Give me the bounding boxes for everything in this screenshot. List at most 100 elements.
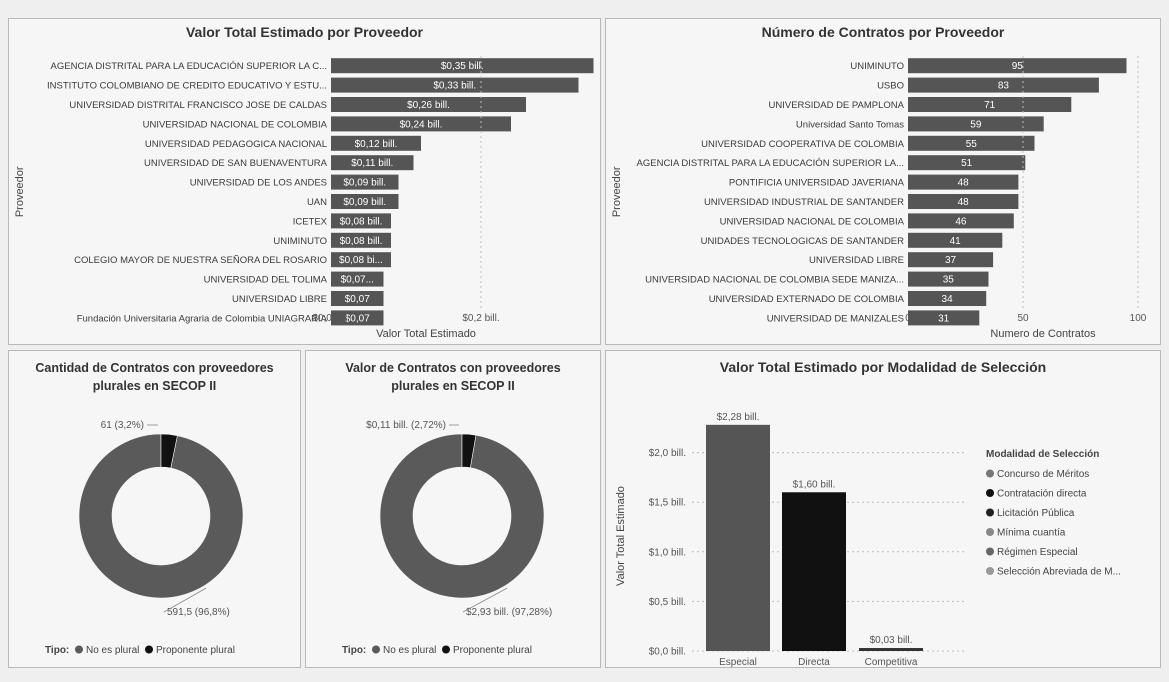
title-line-2: plurales en SECOP II [391,379,515,393]
category-label: UNIVERSIDAD LIBRE [809,255,904,266]
bar [331,213,391,229]
category-label: UNIVERSIDAD DE SAN BUENAVENTURA [144,158,328,169]
category-label: AGENCIA DISTRITAL PARA LA EDUCACIÓN SUPE… [51,61,327,72]
legend-marker [986,489,994,497]
leader-line [462,587,508,613]
x-axis-title: Numero de Contratos [990,328,1096,340]
chart-title-numero-contratos: Número de Contratos por Proveedor [761,24,1005,40]
legend-marker [986,547,994,556]
x-tick-label: 0 [905,313,911,324]
y-tick-label: $0,5 bill. [649,597,686,608]
bar [908,310,980,326]
legend-label: Concurso de Méritos [997,469,1089,480]
legend-marker [372,645,380,654]
bar [331,271,384,287]
data-label: $0,09 bill. [343,197,386,208]
x-tick-label: 100 [1130,313,1147,324]
legend-marker [75,645,83,654]
bar [908,135,1035,151]
legend-marker [986,469,994,478]
category-label: UNIVERSIDAD DE LOS ANDES [190,178,327,189]
legend-label: No es plural [383,645,436,656]
data-label: 37 [945,255,957,266]
legend-marker [442,645,450,654]
category-label: UNIVERSIDAD DISTRITAL FRANCISCO JOSE DE … [69,100,327,111]
data-label: $0,33 bill. [433,81,476,92]
x-tick-label: 50 [1017,313,1029,324]
panel-valor-plurales: Valor de Contratos con proveedores plura… [305,350,601,668]
data-label: $0,26 bill. [407,100,450,111]
bar [331,77,579,93]
category-label: UNIMINUTO [850,61,904,72]
category-label: UNIVERSIDAD NACIONAL DE COLOMBIA [720,216,905,227]
data-label: 59 [970,119,982,130]
category-label: UNIDADES TECNOLOGICAS DE SANTANDER [701,236,905,247]
chart-valor-plurales: $0,11 bill. (2,72%) $2,93 bill. (97,28%) T… [342,420,552,656]
legend-label: Selección Abreviada de M... [997,567,1121,578]
data-label: 55 [966,139,978,150]
legend-title: Modalidad de Selección [986,449,1099,460]
data-label: $0,07 [345,313,370,324]
bar [331,135,421,151]
legend-marker [986,528,994,536]
y-axis-title: Valor Total Estimado [615,486,627,586]
data-label: 71 [984,100,996,111]
category-label: UNIVERSIDAD LIBRE [232,294,327,305]
category-label: COLEGIO MAYOR DE NUESTRA SEÑORA DEL ROSA… [74,255,327,266]
data-label: 83 [998,81,1010,92]
x-axis-title: Valor Total Estimado [376,328,476,340]
slice-label: 61 (3,2%) [101,420,144,431]
data-label: $2,28 bill. [717,412,760,423]
panel-modalidad: Valor Total Estimado por Modalidad de Se… [605,350,1161,668]
data-label: $0,12 bill. [355,139,398,150]
panel-valor-proveedor: Valor Total Estimado por Proveedor Prove… [8,18,601,345]
leader-line [163,587,207,613]
chart-numero-contratos: Proveedor UNIMINUTO 95 USBO 83 UNIVERSIDAD DE… [611,56,1147,340]
x-tick-label: $0,0 bill. [312,313,349,324]
category-label: UNIVERSIDAD DE MANIZALES [767,313,904,324]
bar [908,194,1019,209]
bar [908,77,1099,93]
data-label: $0,08 bill. [340,216,383,227]
category-label: UNIVERSIDAD DE PAMPLONA [769,100,905,111]
title-line-1: Valor de Contratos con proveedores [345,361,561,375]
x-tick-label: Especial [719,657,757,668]
data-label: 34 [942,294,954,305]
chart-title-valor-proveedor: Valor Total Estimado por Proveedor [185,24,423,40]
data-label: $0,09 bill. [343,178,386,189]
chart-valor-proveedor: Proveedor AGENCIA DISTRITAL PARA LA EDUCA… [14,56,594,340]
donut-slice [160,433,178,469]
data-label: 46 [955,216,967,227]
category-label: UNIMINUTO [273,236,327,247]
x-tick-label: $0,2 bill. [462,313,499,324]
category-label: UNIVERSIDAD EXTERNADO DE COLOMBIA [709,294,905,305]
title-line-2: plurales en SECOP II [92,379,217,393]
bar [331,232,391,248]
chart-title-modalidad: Valor Total Estimado por Modalidad de Se… [719,359,1047,375]
bar [908,271,989,287]
bar [859,648,923,651]
legend-label: Proponente plural [156,645,235,656]
bar [331,58,594,74]
y-axis-title: Proveedor [611,166,623,217]
bar [331,155,414,171]
category-label: AGENCIA DISTRITAL PARA LA EDUCACIÓN SUPE… [637,158,904,169]
donut-slice [379,433,545,599]
legend-label: No es plural [86,645,139,656]
data-label: 95 [1012,61,1024,72]
data-label: $0,07 [345,294,370,305]
bar [908,97,1072,112]
bar [908,155,1026,171]
data-label: $1,60 bill. [793,479,836,490]
legend-label: Licitación Pública [997,508,1075,519]
data-label: $0,08 bi... [339,255,383,266]
slice-label: $0,11 bill. (2,72%) [366,420,446,431]
data-label: 31 [938,313,950,324]
data-label: $0,35 bill. [441,61,484,72]
data-label: $0,03 bill. [870,635,913,646]
category-label: UNIVERSIDAD INDUSTRIAL DE SANTANDER [704,197,904,208]
y-tick-label: $1,5 bill. [649,498,686,509]
legend-marker [986,567,994,575]
data-label: $0,08 bill. [340,236,383,247]
data-label: 48 [958,178,970,189]
